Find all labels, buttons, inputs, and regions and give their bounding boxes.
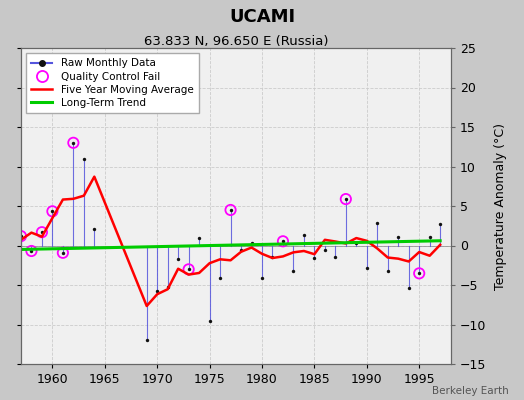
Point xyxy=(184,266,193,272)
Point xyxy=(226,207,235,213)
Point xyxy=(184,266,193,272)
Point xyxy=(415,270,423,276)
Point xyxy=(90,225,99,232)
Point xyxy=(331,254,340,260)
Point xyxy=(174,256,182,262)
Point xyxy=(279,238,287,244)
Point xyxy=(268,254,277,260)
Point xyxy=(59,250,67,256)
Point xyxy=(153,288,161,294)
Point xyxy=(247,240,256,246)
Point xyxy=(59,250,67,256)
Point xyxy=(237,247,245,253)
Point xyxy=(363,264,371,271)
Point xyxy=(342,196,350,202)
Point xyxy=(163,283,172,290)
Point xyxy=(69,140,78,146)
Point xyxy=(17,233,25,239)
Point xyxy=(394,234,402,240)
Point xyxy=(342,196,350,202)
Point xyxy=(300,232,308,238)
Title: 63.833 N, 96.650 E (Russia): 63.833 N, 96.650 E (Russia) xyxy=(144,35,328,48)
Point xyxy=(27,248,36,254)
Point xyxy=(258,275,266,281)
Point xyxy=(310,254,319,261)
Point xyxy=(436,221,444,227)
Point xyxy=(17,233,25,239)
Point xyxy=(425,234,434,240)
Point xyxy=(373,220,381,226)
Point xyxy=(69,140,78,146)
Point xyxy=(143,337,151,344)
Point xyxy=(195,234,203,241)
Point xyxy=(279,238,287,244)
Point xyxy=(321,247,329,254)
Point xyxy=(405,285,413,292)
Point xyxy=(27,248,36,254)
Point xyxy=(384,268,392,274)
Point xyxy=(415,270,423,276)
Point xyxy=(38,229,46,236)
Text: Berkeley Earth: Berkeley Earth xyxy=(432,386,508,396)
Point xyxy=(352,240,361,246)
Point xyxy=(289,268,298,274)
Point xyxy=(48,208,57,214)
Point xyxy=(216,275,224,282)
Point xyxy=(205,317,214,324)
Text: UCAMI: UCAMI xyxy=(229,8,295,26)
Point xyxy=(80,155,88,162)
Legend: Raw Monthly Data, Quality Control Fail, Five Year Moving Average, Long-Term Tren: Raw Monthly Data, Quality Control Fail, … xyxy=(26,53,199,113)
Point xyxy=(226,207,235,213)
Y-axis label: Temperature Anomaly (°C): Temperature Anomaly (°C) xyxy=(494,122,507,290)
Point xyxy=(48,208,57,214)
Point xyxy=(38,229,46,236)
